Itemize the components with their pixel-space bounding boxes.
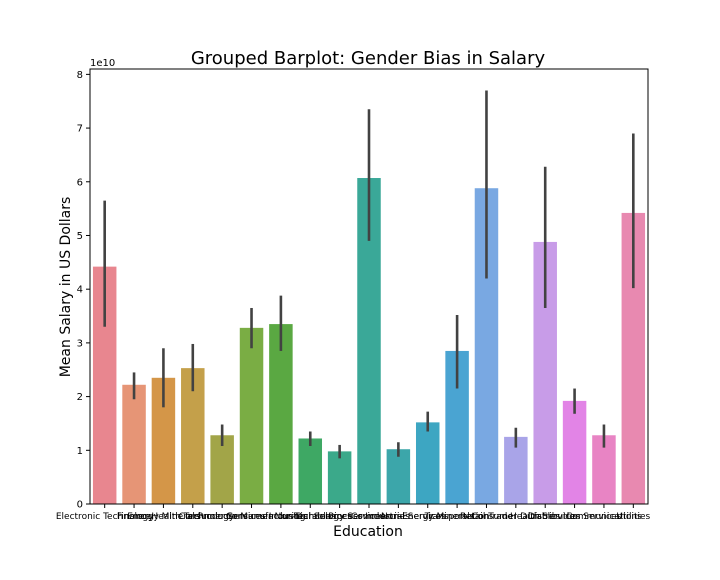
x-tick-label: Transportation (424, 512, 490, 522)
error-bars-layer (103, 90, 635, 459)
bar (269, 324, 293, 504)
y-tick-label: 1 (77, 446, 83, 457)
bar (386, 449, 411, 504)
y-axis-offset-text: 1e10 (90, 58, 115, 69)
x-tick-label: Commercial Services (351, 512, 446, 522)
x-tick-label: Consumer Services (179, 512, 266, 522)
bar (92, 266, 117, 504)
x-tick-label: Distribution Services (528, 512, 622, 522)
y-tick-label: 3 (77, 338, 83, 349)
y-ticks-layer: 0 1 2 3 4 5 6 7 8 (77, 70, 90, 511)
bar (210, 435, 234, 504)
bar (122, 384, 146, 504)
y-tick-label: 2 (77, 392, 83, 403)
bar (239, 327, 264, 504)
x-tick-label: Consumer Non-Durables (226, 512, 337, 522)
bar (592, 435, 616, 504)
bar (327, 451, 352, 504)
x-tick-label: Health Technology (151, 512, 235, 522)
bar (533, 241, 557, 505)
x-tick-label: Energy Minerals (127, 512, 200, 522)
bar (357, 178, 381, 504)
bars-layer (92, 178, 646, 505)
x-axis-label: Education (333, 524, 403, 540)
x-tick-label: Process Industries (328, 512, 410, 522)
bar (621, 212, 646, 505)
x-tick-label: Non-Energy Minerals (381, 512, 475, 522)
x-tick-label: Industrial Services (269, 512, 352, 522)
x-tick-label: Producer Manufacturing (198, 512, 306, 522)
bar (415, 422, 440, 504)
bar (298, 438, 323, 504)
x-tick-label: Finance (117, 512, 152, 522)
x-tick-label: Consumer Durables (471, 512, 560, 522)
y-tick-label: 8 (77, 70, 83, 81)
x-tick-label: Health Services (510, 512, 581, 522)
plot-frame (89, 68, 649, 505)
y-axis-label: Mean Salary in US Dollars (58, 197, 74, 378)
y-tick-label: 7 (77, 124, 83, 135)
x-tick-label: Electronic Technology (56, 512, 154, 522)
chart-title: Grouped Barplot: Gender Bias in Salary (191, 48, 546, 69)
y-tick-label: 6 (77, 177, 83, 188)
y-tick-label: 5 (77, 231, 83, 242)
y-tick-label: 4 (77, 285, 83, 296)
bar (504, 436, 528, 504)
bar (151, 377, 176, 504)
bar (181, 368, 205, 504)
bar (474, 188, 499, 504)
x-tick-label: Retail Trade (460, 512, 513, 522)
bar (562, 400, 587, 504)
x-tick-label: Technology Services (293, 512, 386, 522)
x-tick-label: Utilities (616, 512, 650, 522)
bar (445, 350, 469, 504)
x-tick-label: Communications (566, 512, 642, 522)
y-tick-label: 0 (77, 500, 83, 511)
